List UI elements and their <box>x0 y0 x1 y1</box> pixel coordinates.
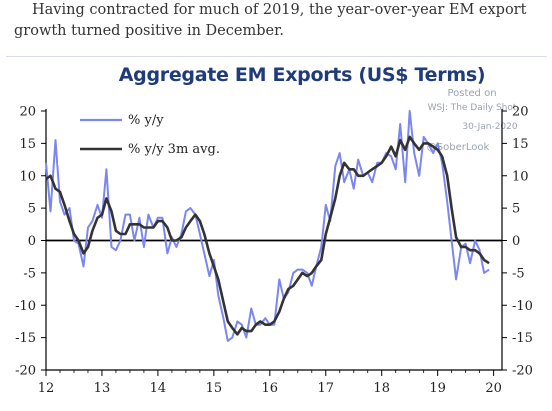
y-tick-label-left: -5 <box>23 266 36 281</box>
y-tick-label-left: 5 <box>28 202 36 217</box>
chart-legend: % y/y % y/y 3m avg. <box>58 105 220 165</box>
chart-title: Aggregate EM Exports (US$ Terms) <box>118 64 486 86</box>
y-tick-label-right: 5 <box>512 202 520 217</box>
series-line-3m-avg <box>45 135 490 336</box>
y-tick-label-right: 20 <box>512 105 529 120</box>
chart-series <box>45 110 490 342</box>
y-tick-label-right: -15 <box>512 331 533 346</box>
y-tick-label-right: 15 <box>512 137 529 152</box>
intro-paragraph: Having contracted for much of 2019, the … <box>14 0 544 42</box>
watermark: Posted on WSJ: The Daily Shot 30-Jan-202… <box>427 88 518 153</box>
legend-label-yoy: % y/y <box>128 113 164 128</box>
x-tick-label: 15 <box>206 381 223 396</box>
y-tick-label-left: 15 <box>19 137 36 152</box>
legend-background <box>58 105 218 165</box>
y-tick-label-left: -20 <box>15 364 36 379</box>
x-tick-label: 12 <box>38 381 55 396</box>
x-tick-label: 19 <box>429 381 446 396</box>
series-line-yoy <box>45 110 490 342</box>
y-tick-label-left: -10 <box>15 299 36 314</box>
x-tick-label: 16 <box>262 381 279 396</box>
watermark-source: WSJ: The Daily Shot <box>428 103 517 113</box>
legend-label-avg: % y/y 3m avg. <box>128 142 220 157</box>
y-tick-label-right: 0 <box>512 234 520 249</box>
y-tick-label-left: 0 <box>28 234 36 249</box>
y-tick-label-left: -15 <box>15 331 36 346</box>
y-tick-label-left: 10 <box>19 169 36 184</box>
watermark-posted-on: Posted on <box>447 88 496 99</box>
y-tick-label-left: 20 <box>19 105 36 120</box>
x-tick-label: 14 <box>150 381 167 396</box>
x-tick-label: 18 <box>373 381 390 396</box>
x-tick-label: 13 <box>94 381 111 396</box>
x-tick-label: 20 <box>485 381 502 396</box>
y-tick-label-right: -20 <box>512 364 533 379</box>
watermark-handle: @SoberLook <box>427 142 490 153</box>
x-tick-label: 17 <box>317 381 334 396</box>
y-tick-label-right: -10 <box>512 299 533 314</box>
chart-axes: -20 -20 -15 -15 -10 -10 -5 -5 0 0 5 5 10 10 15 15 20 20 12… <box>15 105 533 397</box>
y-tick-label-right: 10 <box>512 169 529 184</box>
intro-line-2: growth turned positive in December. <box>14 23 285 39</box>
intro-line-1: Having contracted for much of 2019, the … <box>32 2 527 18</box>
watermark-date: 30-Jan-2020 <box>462 122 518 132</box>
y-tick-label-right: -5 <box>512 266 525 281</box>
